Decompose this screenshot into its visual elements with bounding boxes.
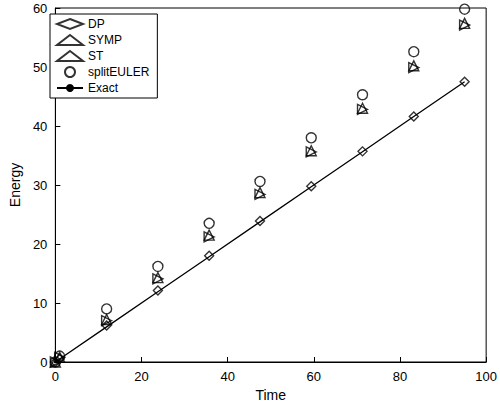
svg-text:0: 0	[52, 369, 59, 384]
svg-text:80: 80	[393, 369, 407, 384]
svg-text:DP: DP	[88, 17, 105, 31]
svg-text:Time: Time	[255, 387, 286, 403]
svg-text:30: 30	[33, 178, 47, 193]
svg-text:10: 10	[33, 296, 47, 311]
svg-text:60: 60	[33, 1, 47, 16]
svg-text:SYMP: SYMP	[88, 33, 122, 47]
svg-text:0: 0	[40, 355, 47, 370]
svg-text:Exact: Exact	[88, 81, 119, 95]
svg-text:splitEULER: splitEULER	[88, 65, 150, 79]
svg-text:ST: ST	[88, 49, 104, 63]
svg-text:100: 100	[475, 369, 497, 384]
svg-text:Energy: Energy	[7, 163, 23, 207]
svg-text:20: 20	[33, 237, 47, 252]
svg-text:40: 40	[33, 119, 47, 134]
svg-text:60: 60	[307, 369, 321, 384]
svg-text:40: 40	[220, 369, 234, 384]
svg-text:20: 20	[134, 369, 148, 384]
svg-text:50: 50	[33, 60, 47, 75]
